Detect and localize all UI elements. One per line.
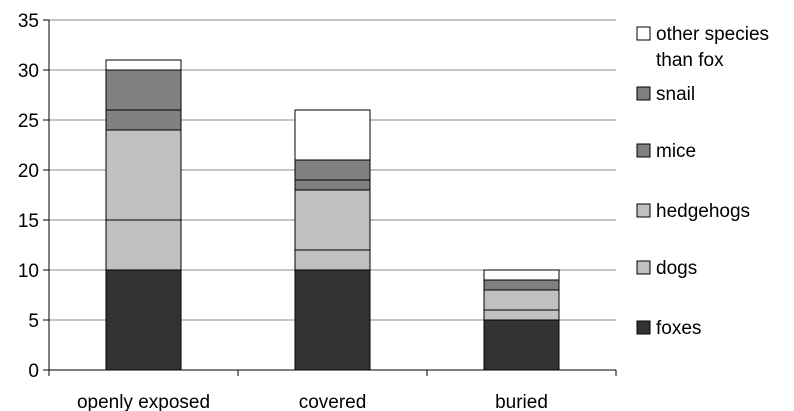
y-tick-label: 5 [28, 311, 39, 332]
bar-segment-other-species-than-fox-openly-exposed [105, 59, 182, 71]
bar-segment-foxes-buried [483, 319, 560, 371]
legend: other species than fox snail mice hedgehogs d… [636, 24, 769, 339]
bar-segment-dogs-covered [294, 249, 371, 271]
legend-label: hedgehogs [656, 201, 750, 222]
bar-segment-snail-buried [483, 279, 560, 291]
bar-segment-other-species-than-fox-covered [294, 109, 371, 161]
legend-label: foxes [656, 318, 701, 339]
legend-label: dogs [656, 258, 697, 279]
legend-label: than fox [656, 50, 724, 71]
x-tick-labels: openly exposed covered buried [77, 392, 548, 411]
x-tick-label: buried [495, 392, 548, 411]
legend-swatch [636, 203, 651, 218]
bar-segment-hedgehogs-openly-exposed [105, 129, 182, 221]
y-tick-label: 35 [18, 11, 39, 32]
bars [105, 59, 560, 371]
bar-segment-dogs-openly-exposed [105, 219, 182, 271]
y-tick-labels: 0 5 10 15 20 25 30 35 [18, 11, 39, 382]
bar-segment-foxes-openly-exposed [105, 269, 182, 371]
legend-swatch [636, 320, 651, 335]
y-tick-label: 10 [18, 261, 39, 282]
x-tick-label: openly exposed [77, 392, 210, 411]
bar-segment-foxes-covered [294, 269, 371, 371]
bar-segment-hedgehogs-covered [294, 189, 371, 251]
legend-label: snail [656, 84, 695, 105]
bar-segment-snail-openly-exposed [105, 69, 182, 111]
y-tick-label: 30 [18, 61, 39, 82]
y-tick-label: 0 [28, 361, 39, 382]
bar-segment-hedgehogs-buried [483, 289, 560, 311]
bar-segment-mice-covered [294, 179, 371, 191]
y-tick-label: 20 [18, 161, 39, 182]
legend-label: other species [656, 24, 769, 45]
bar-segment-other-species-than-fox-buried [483, 269, 560, 281]
y-tick-label: 25 [18, 111, 39, 132]
legend-swatch [636, 260, 651, 275]
bar-segment-dogs-buried [483, 309, 560, 321]
bar-segment-mice-openly-exposed [105, 109, 182, 131]
bar-segment-snail-covered [294, 159, 371, 181]
legend-swatch [636, 26, 651, 41]
legend-label: mice [656, 141, 696, 162]
legend-swatch [636, 86, 651, 101]
legend-swatch [636, 143, 651, 158]
y-tick-label: 15 [18, 211, 39, 232]
x-tick-label: covered [299, 392, 367, 411]
